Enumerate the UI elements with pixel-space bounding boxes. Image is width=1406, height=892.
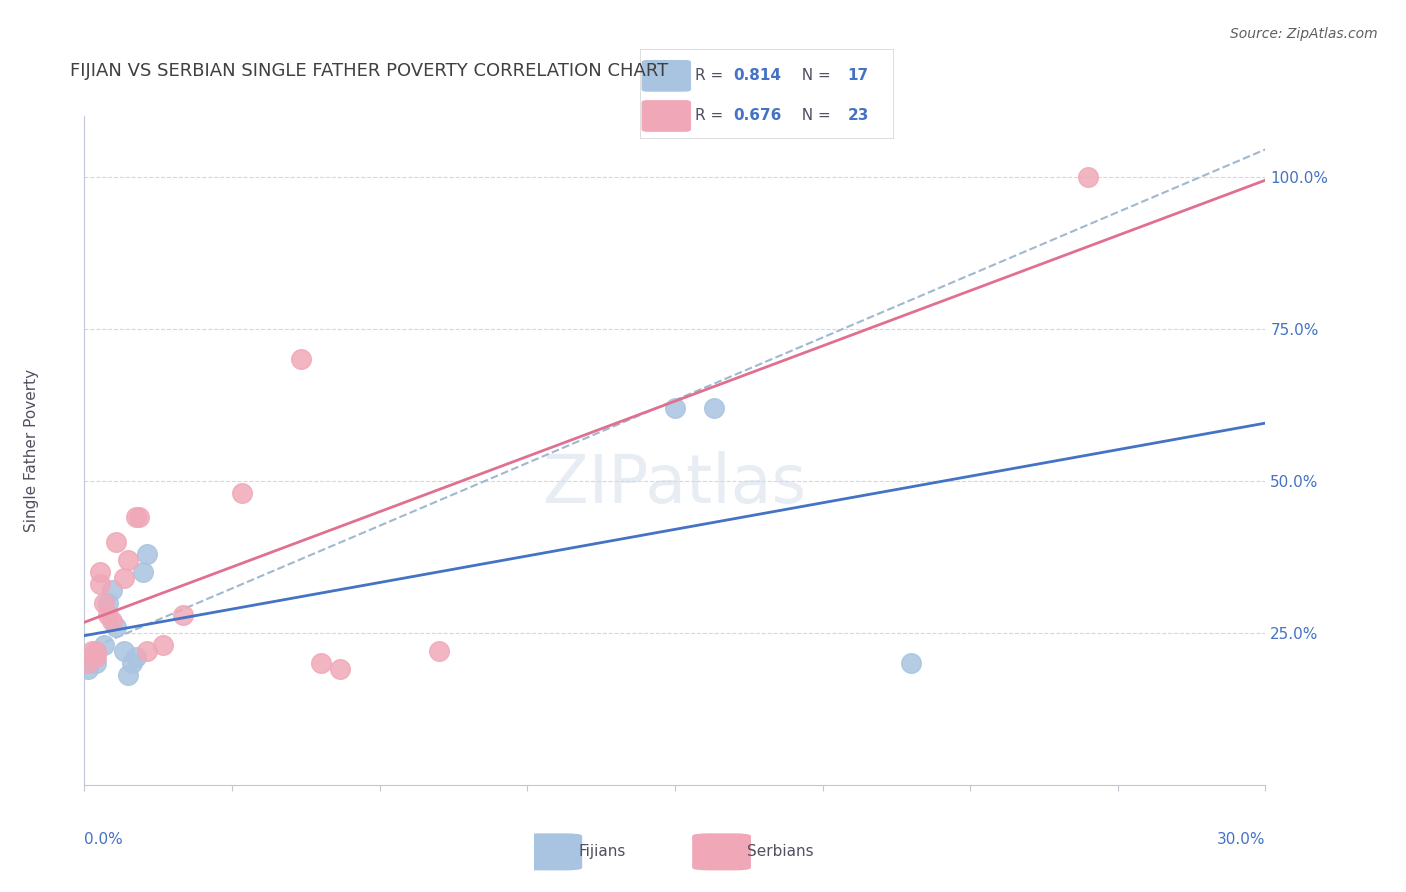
Point [84, 650, 107, 665]
Point [231, 486, 253, 500]
FancyBboxPatch shape [693, 834, 751, 870]
Text: 30.0%: 30.0% [1218, 831, 1265, 847]
Point [309, 657, 332, 671]
Text: Single Father Poverty: Single Father Poverty [24, 369, 39, 532]
Point [900, 657, 922, 671]
Text: R =: R = [696, 69, 728, 83]
Point [77, 662, 100, 676]
Point [104, 534, 127, 549]
Point [124, 650, 146, 665]
Point [427, 644, 450, 658]
Text: Source: ZipAtlas.com: Source: ZipAtlas.com [1230, 27, 1378, 41]
Point [664, 401, 686, 415]
Point [101, 583, 124, 598]
Point [112, 571, 135, 585]
Point [117, 668, 139, 682]
Text: 0.0%: 0.0% [84, 831, 124, 847]
Point [290, 352, 312, 367]
Text: 0.814: 0.814 [734, 69, 782, 83]
Point [703, 401, 725, 415]
Point [93, 595, 115, 609]
Text: N =: N = [792, 69, 835, 83]
Point [152, 638, 174, 652]
Point [124, 510, 146, 524]
Point [93, 638, 115, 652]
Point [117, 553, 139, 567]
Point [101, 614, 124, 628]
Point [84, 644, 107, 658]
FancyBboxPatch shape [524, 834, 582, 870]
Text: 17: 17 [848, 69, 869, 83]
Point [112, 644, 135, 658]
Point [84, 657, 107, 671]
FancyBboxPatch shape [643, 61, 690, 91]
Point [329, 662, 352, 676]
Point [82, 650, 104, 665]
Point [128, 510, 150, 524]
Point [132, 565, 155, 579]
Point [82, 644, 104, 658]
Point [172, 607, 194, 622]
Point [89, 565, 111, 579]
Text: 0.676: 0.676 [734, 109, 782, 123]
Text: ZIPatlas: ZIPatlas [543, 451, 807, 516]
FancyBboxPatch shape [643, 101, 690, 131]
Point [1077, 169, 1099, 184]
Point [104, 620, 127, 634]
Point [136, 644, 159, 658]
Text: N =: N = [792, 109, 835, 123]
Point [89, 577, 111, 591]
Point [121, 657, 143, 671]
Point [97, 607, 120, 622]
Text: 23: 23 [848, 109, 869, 123]
Text: Serbians: Serbians [747, 845, 814, 859]
Text: R =: R = [696, 109, 728, 123]
Point [97, 595, 120, 609]
Point [84, 644, 107, 658]
Point [77, 657, 100, 671]
Text: FIJIAN VS SERBIAN SINGLE FATHER POVERTY CORRELATION CHART: FIJIAN VS SERBIAN SINGLE FATHER POVERTY … [70, 62, 668, 80]
Text: Fijians: Fijians [578, 845, 626, 859]
Point [136, 547, 159, 561]
